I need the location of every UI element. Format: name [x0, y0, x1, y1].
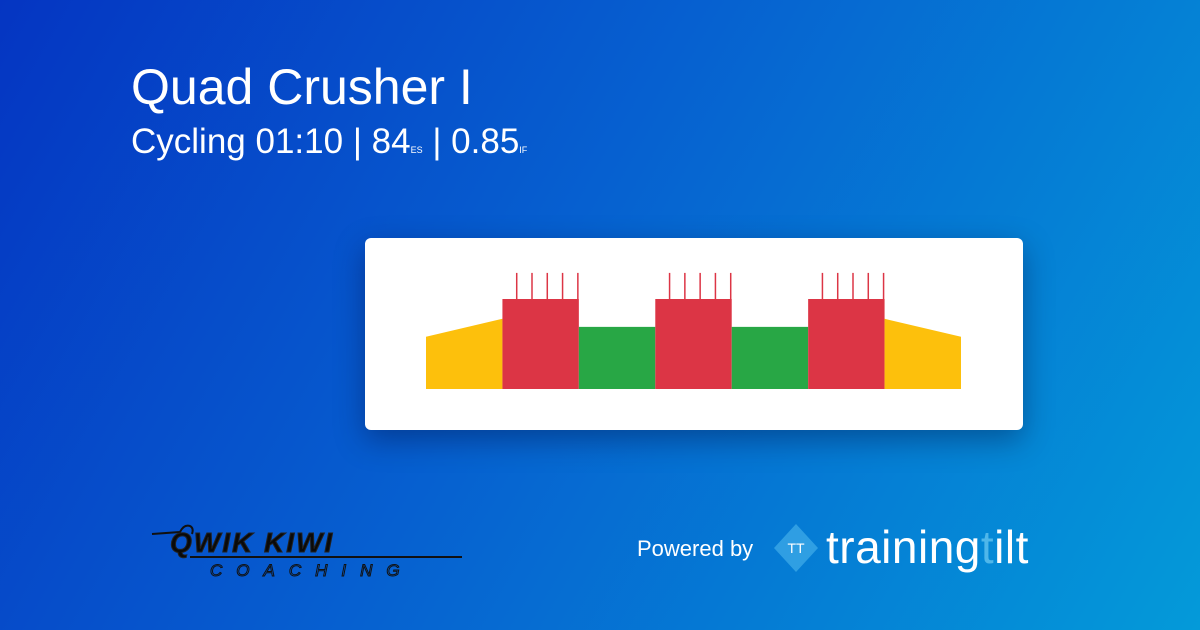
workout-summary: Cycling 01:10 | 84ES | 0.85IF	[131, 122, 527, 162]
segment-recovery	[578, 326, 656, 389]
es-value: 84	[371, 122, 411, 161]
segment-warmup	[426, 318, 503, 389]
separator: |	[432, 122, 442, 161]
workout-chart-card	[365, 238, 1023, 430]
trainingtilt-logo-icon: TT	[772, 524, 820, 572]
segment-cooldown	[884, 318, 961, 389]
brand-main: training	[826, 521, 981, 573]
segment-recovery	[731, 326, 809, 389]
brand-faint: t	[980, 521, 995, 573]
duration: 01:10	[255, 122, 344, 161]
separator: |	[352, 122, 362, 161]
workout-title: Quad Crusher I	[131, 59, 473, 115]
workout-profile-chart	[426, 272, 961, 389]
sport: Cycling	[131, 122, 246, 161]
brand-end: ilt	[994, 521, 1029, 573]
segment-hard	[502, 299, 579, 389]
svg-text:COACHING: COACHING	[210, 561, 414, 580]
if-value: 0.85	[451, 122, 520, 161]
qwik-kiwi-logo: QWIK KIWI COACHING	[150, 520, 470, 581]
powered-by-text: Powered by	[637, 536, 754, 561]
svg-text:QWIK KIWI: QWIK KIWI	[170, 527, 334, 558]
es-label: ES	[410, 145, 423, 155]
segment-hard	[655, 299, 732, 389]
svg-text:TT: TT	[787, 540, 805, 556]
segment-hard	[808, 299, 885, 389]
if-label: IF	[519, 145, 528, 155]
trainingtilt-brand: trainingtilt	[826, 520, 1029, 574]
